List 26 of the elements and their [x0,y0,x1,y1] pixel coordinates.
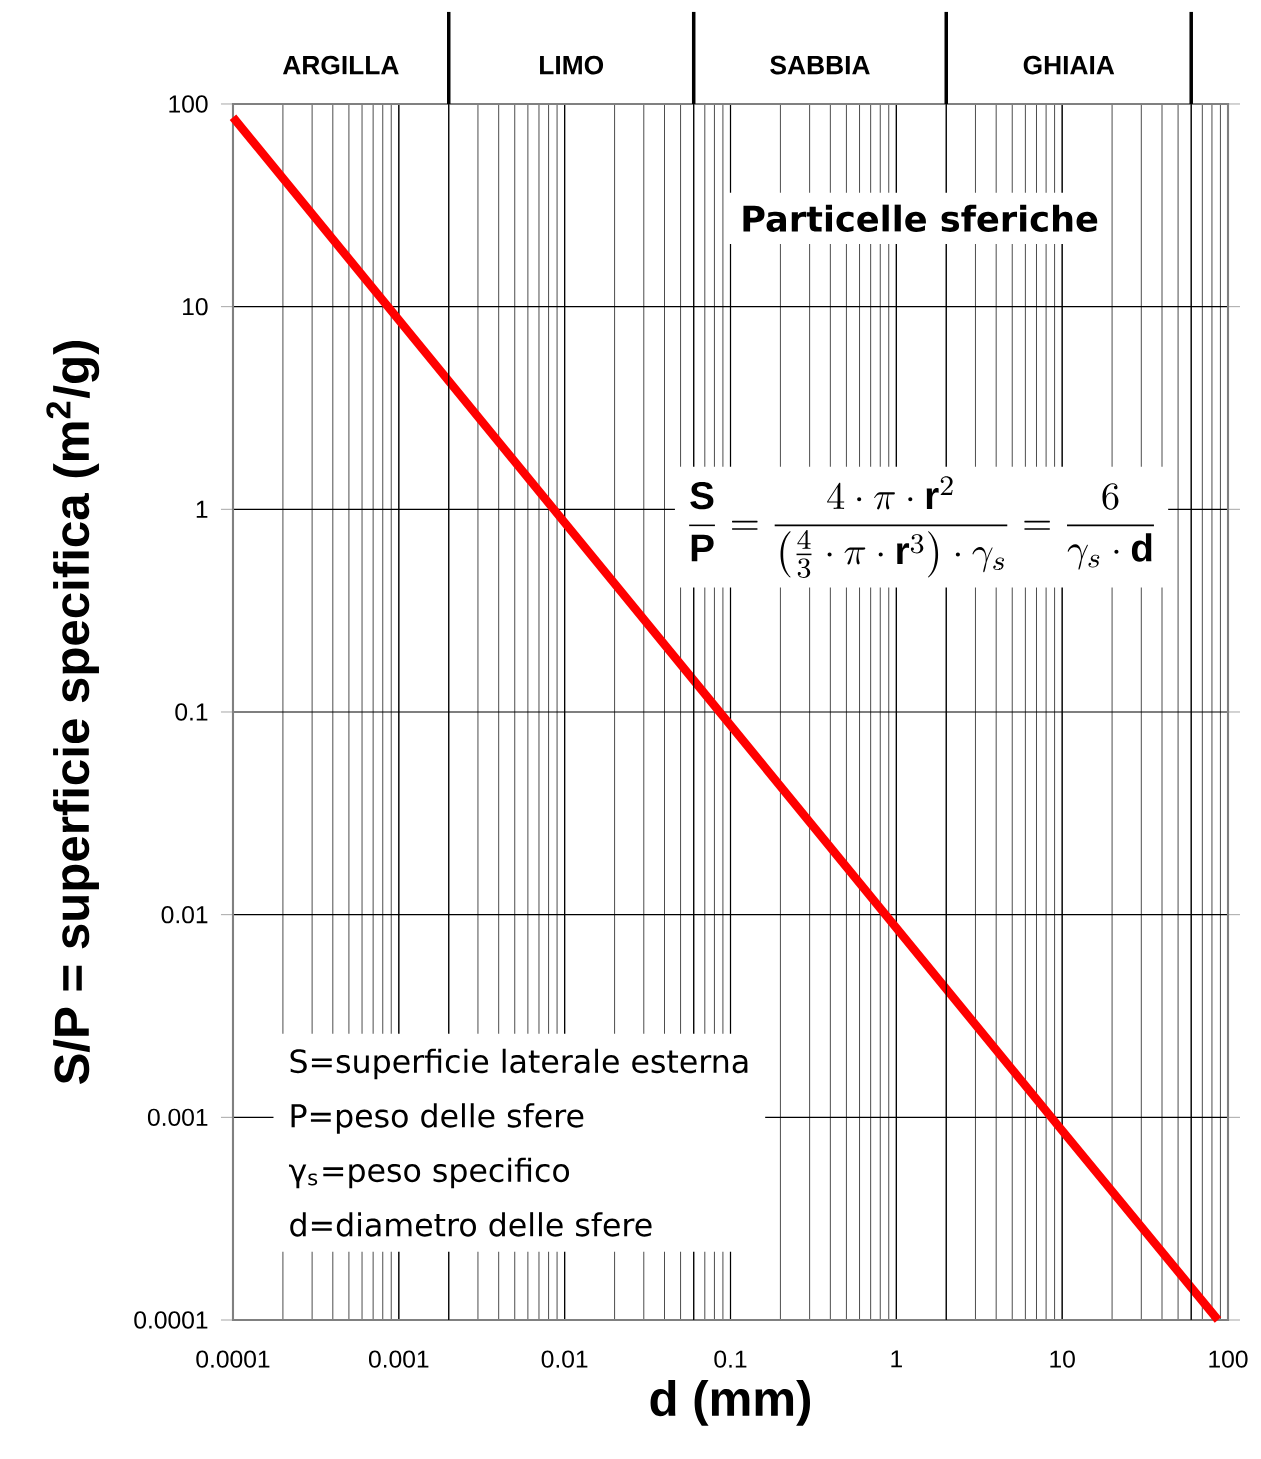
annotation: γ$_{s}$=peso specifico [288,1157,570,1189]
x-tick-label: 10 [1050,1350,1075,1368]
y-tick-label: 0.1 [175,703,208,721]
text: LIMO [540,55,604,75]
text: ARGILLA [282,55,399,75]
y-tick-label: 100 [169,95,208,113]
y-tick-label: 0.001 [147,1108,208,1127]
x-tick-label: 0.01 [541,1350,588,1368]
x-tick-label: 0.0001 [196,1350,270,1368]
x-tick-label: 1 [891,1350,902,1368]
annotation: d=diametro delle sfere [290,1212,652,1237]
text: GHIAIA [1023,55,1115,75]
y-tick-label: 10 [183,297,208,316]
annotation: P=peso delle sfere [291,1103,584,1134]
x-tick-label: 100 [1209,1350,1248,1368]
y-tick-label: 1 [196,500,208,518]
y-tick-label: 0.01 [161,905,208,924]
x-tick-label: 0.1 [714,1350,747,1368]
x-axis-title: d (mm) [650,1379,811,1426]
y-tick-label: 0.0001 [134,1311,208,1329]
annotation: S=superficie laterale esterna [290,1048,748,1080]
annotation: $\frac{\mathbf{S}}{\mathbf{P}}=\frac{4\cdot\pi\cdot\mathbf{r}^2}{\left(\frac{4}{3}\cdot\pi\cdot\mathbf{r}^3\right)\cdot\gamma_s}=\frac{6}{\gamma_s\cdot\mathbf{d}}$ [689,476,1154,578]
text: SABBIA [770,55,870,75]
annotation: Particelle sferiche [743,204,1098,232]
x-tick-label: 0.001 [368,1350,429,1368]
y-axis-title: S/P = superficie specifica (m$^{2}$/g) [46,340,100,1085]
